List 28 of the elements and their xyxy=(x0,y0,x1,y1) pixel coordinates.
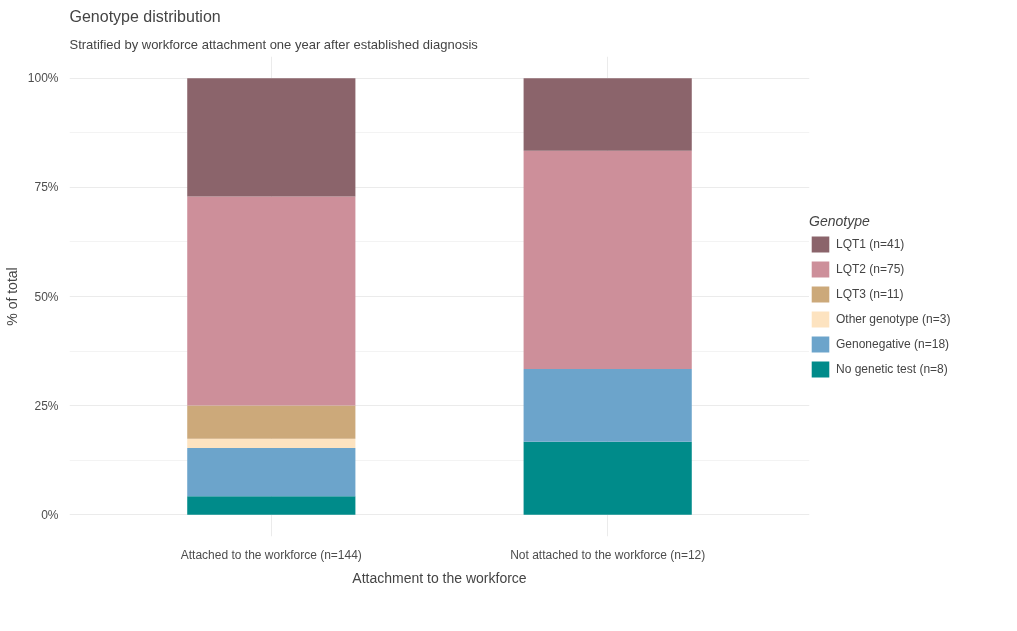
legend-label: LQT2 (n=75) xyxy=(836,261,905,278)
y-tick-label: 100% xyxy=(27,71,59,86)
x-tick-label: Not attached to the workforce (n=12) xyxy=(510,547,706,562)
y-tick-label: 50% xyxy=(34,289,59,304)
y-axis-title: % of total xyxy=(3,267,20,326)
legend-label: Genonegative (n=18) xyxy=(836,336,950,353)
chart-subtitle: Stratified by workforce attachment one year after established diagnosis xyxy=(69,36,479,52)
bar xyxy=(523,150,692,369)
legend-label: No genetic test (n=8) xyxy=(836,361,948,378)
y-tick-label: 0% xyxy=(41,507,59,522)
legend-title: Genotype xyxy=(809,213,871,229)
bar xyxy=(187,496,356,515)
bar xyxy=(187,405,356,439)
bar xyxy=(187,438,356,448)
bar xyxy=(187,196,356,406)
bar xyxy=(523,441,692,515)
x-axis-title: Attachment to the workforce xyxy=(352,569,527,586)
x-tick-label: Attached to the workforce (n=144) xyxy=(180,547,362,562)
bar xyxy=(187,447,356,497)
bar xyxy=(187,78,356,197)
legend-label: Other genotype (n=3) xyxy=(836,311,951,328)
bar xyxy=(523,368,692,442)
chart-title: Genotype distribution xyxy=(69,7,221,25)
legend-label: LQT1 (n=41) xyxy=(836,236,905,253)
bar xyxy=(523,78,692,151)
y-tick-label: 75% xyxy=(34,180,59,195)
legend-label: LQT3 (n=11) xyxy=(836,286,904,303)
y-tick-label: 25% xyxy=(34,398,59,413)
